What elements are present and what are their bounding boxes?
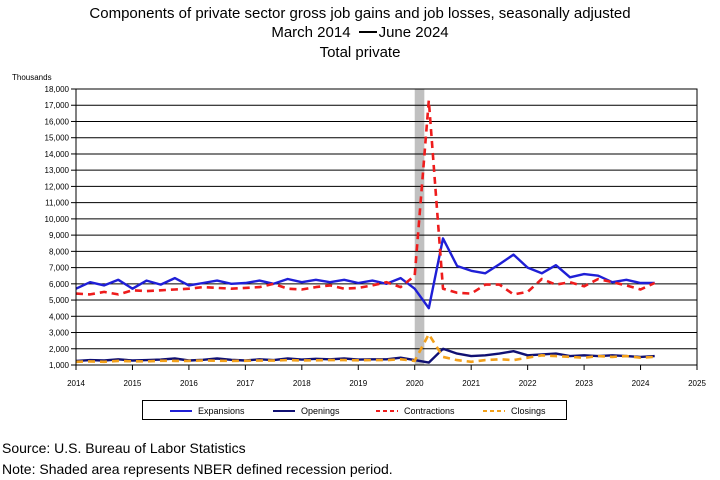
chart-date-range: March 2014 June 2024 — [0, 24, 720, 41]
y-tick-label: 14,000 — [45, 150, 70, 159]
x-tick-label: 2016 — [180, 379, 198, 388]
chart-title: Components of private sector gross job g… — [89, 5, 631, 22]
series-line-contractions — [75, 99, 656, 296]
y-tick-label: 16,000 — [45, 117, 70, 126]
date-range-start: March 2014 — [271, 24, 351, 41]
legend-item-closings: Closings — [483, 405, 546, 417]
legend-swatch-closings — [483, 410, 505, 412]
x-tick-label: 2022 — [519, 379, 537, 388]
chart-subtitle: Total private — [319, 44, 401, 61]
legend-label-closings: Closings — [511, 406, 546, 416]
y-tick-label: 9,000 — [49, 231, 70, 240]
y-tick-label: 4,000 — [49, 312, 70, 321]
y-tick-label: 7,000 — [49, 264, 70, 273]
legend-swatch-openings — [273, 410, 295, 412]
source-note: Source: U.S. Bureau of Labor Statistics — [2, 440, 246, 456]
date-range-end: June 2024 — [378, 24, 449, 41]
x-tick-label: 2014 — [67, 379, 85, 388]
x-tick-label: 2021 — [462, 379, 480, 388]
x-tick-label: 2017 — [236, 379, 254, 388]
x-tick-label: 2018 — [293, 379, 311, 388]
y-tick-label: 1,000 — [49, 361, 70, 370]
y-axis-label: Thousands — [12, 73, 52, 82]
legend-label-expansions: Expansions — [198, 406, 245, 416]
y-tick-label: 18,000 — [45, 85, 70, 94]
y-tick-label: 17,000 — [45, 101, 70, 110]
y-tick-label: 11,000 — [45, 199, 69, 208]
y-tick-label: 12,000 — [45, 182, 70, 191]
legend-swatch-contractions — [376, 410, 398, 412]
legend-label-openings: Openings — [301, 406, 340, 416]
legend-item-contractions: Contractions — [376, 405, 455, 417]
y-tick-label: 6,000 — [49, 280, 70, 289]
x-tick-label: 2020 — [406, 379, 424, 388]
recession-note: Note: Shaded area represents NBER define… — [2, 461, 393, 477]
x-tick-label: 2024 — [632, 379, 650, 388]
legend-item-openings: Openings — [273, 405, 340, 417]
y-tick-label: 13,000 — [45, 166, 70, 175]
y-tick-label: 10,000 — [45, 215, 70, 224]
legend-item-expansions: Expansions — [170, 405, 245, 417]
legend-label-contractions: Contractions — [404, 406, 455, 416]
x-tick-label: 2025 — [688, 379, 706, 388]
chart-legend: Expansions Openings Contractions Closing… — [142, 400, 567, 420]
y-tick-label: 15,000 — [45, 134, 70, 143]
series-line-closings — [75, 332, 655, 364]
range-line-symbol — [358, 30, 377, 33]
line-chart: 1,000 2,000 3,000 4,000 5,000 6,000 7,000 8,000… — [12, 73, 706, 388]
y-tick-label: 2,000 — [49, 345, 70, 354]
x-tick-label: 2023 — [575, 379, 593, 388]
y-tick-label: 5,000 — [49, 296, 70, 305]
plot-frame — [75, 88, 698, 366]
legend-swatch-expansions — [170, 410, 192, 412]
y-tick-label: 8,000 — [49, 247, 70, 256]
x-tick-label: 2015 — [124, 379, 142, 388]
x-tick-label: 2019 — [349, 379, 367, 388]
y-tick-label: 3,000 — [49, 329, 70, 338]
series-line-expansions — [75, 237, 655, 310]
